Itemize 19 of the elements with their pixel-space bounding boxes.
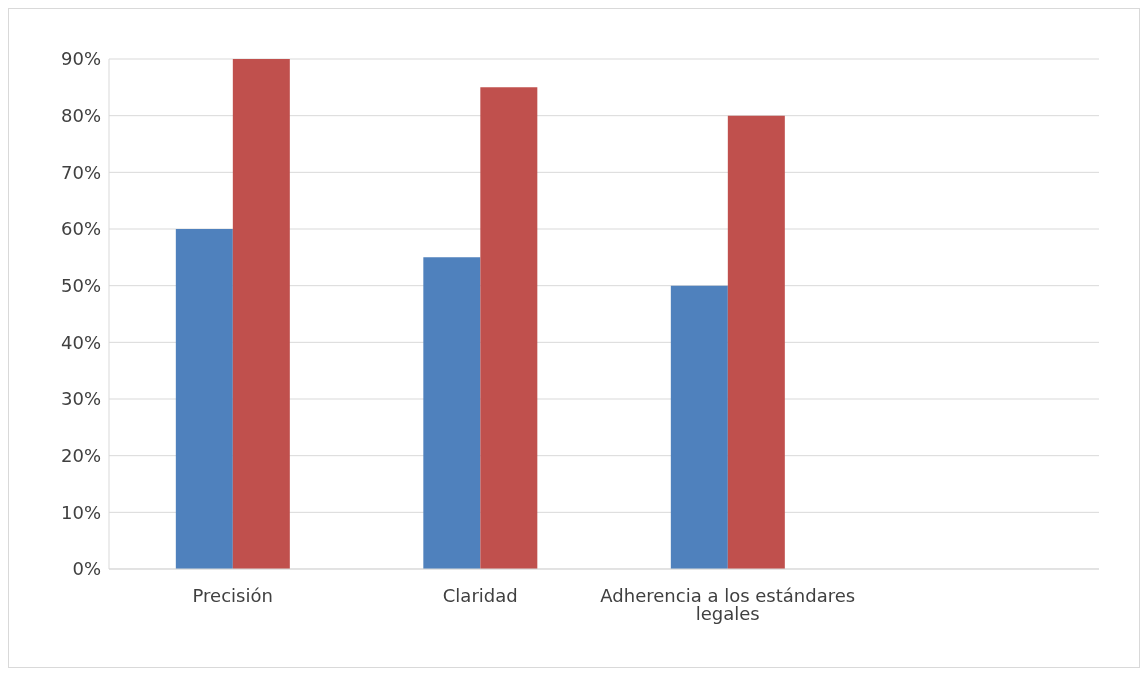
x-tick-label: Claridad (442, 584, 518, 606)
bar (480, 87, 538, 569)
bar (670, 285, 728, 569)
y-tick-label: 0% (72, 558, 101, 580)
bar (232, 59, 290, 569)
bar (727, 115, 785, 569)
y-tick-label: 20% (60, 445, 101, 467)
y-tick-label: 30% (60, 388, 101, 410)
y-tick-label: 90% (60, 48, 101, 70)
y-tick-label: 10% (60, 501, 101, 523)
y-tick-label: 40% (60, 331, 101, 353)
bar (423, 257, 481, 569)
bar (175, 229, 233, 569)
y-tick-label: 80% (60, 105, 101, 127)
y-tick-label: 50% (60, 275, 101, 297)
x-tick-label: Precisión (192, 584, 273, 606)
y-tick-label: 70% (60, 161, 101, 183)
y-tick-label: 60% (60, 218, 101, 240)
x-tick-label: Adherencia a los estándares legales (600, 584, 856, 624)
